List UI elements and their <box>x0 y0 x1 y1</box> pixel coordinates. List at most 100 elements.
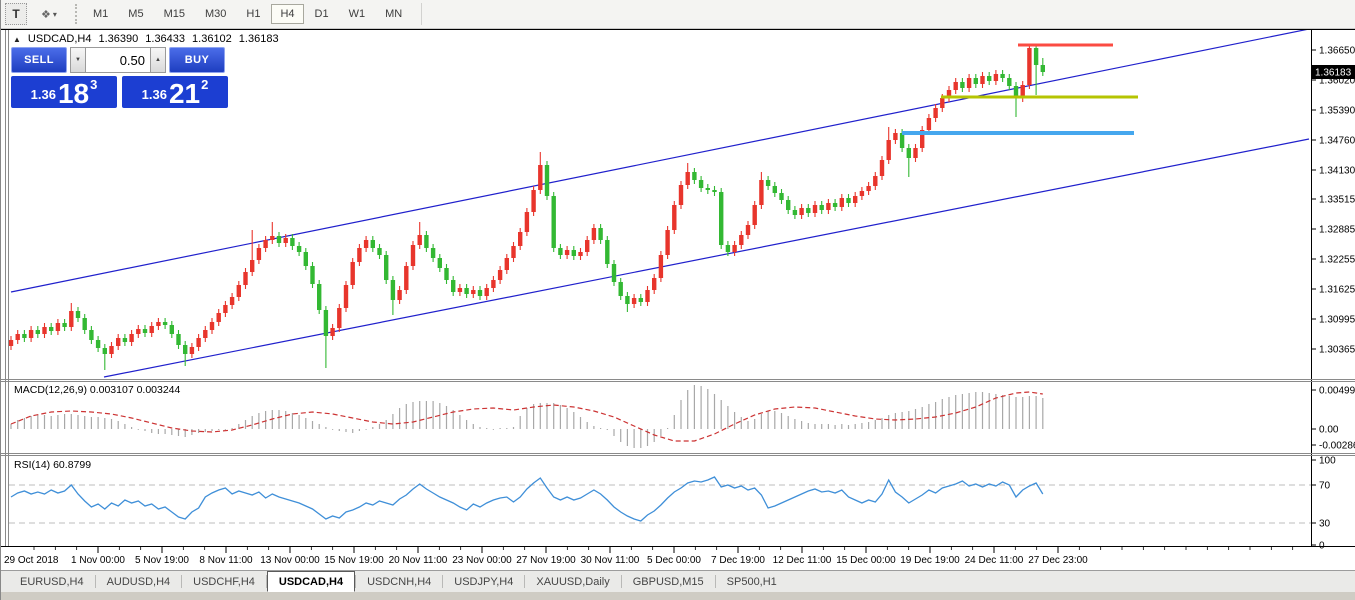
macd-signal-line <box>10 391 1043 442</box>
svg-text:0: 0 <box>1319 541 1325 552</box>
tab-usdcnh-h4[interactable]: USDCNH,H4 <box>367 575 432 588</box>
svg-text:19 Dec 19:00: 19 Dec 19:00 <box>900 555 960 566</box>
svg-text:1.36650: 1.36650 <box>1319 46 1355 57</box>
status-strip <box>1 592 1355 600</box>
horizontal-object-lines[interactable] <box>902 43 1138 136</box>
svg-text:1.36183: 1.36183 <box>1315 68 1352 79</box>
ohlc-close: 1.36183 <box>238 33 279 45</box>
timeframe-button-mn[interactable]: MN <box>385 8 403 20</box>
sell-price-point: 3 <box>90 77 98 92</box>
svg-text:0.004999: 0.004999 <box>1319 386 1355 397</box>
svg-text:-0.002868: -0.002868 <box>1319 441 1355 452</box>
timeframe-button-w1[interactable]: W1 <box>348 8 366 20</box>
buy-button[interactable]: BUY <box>169 47 225 73</box>
sell-button[interactable]: SELL <box>11 47 67 73</box>
svg-text:1.30365: 1.30365 <box>1319 345 1355 356</box>
buy-price-prefix: 1.36 <box>141 87 167 102</box>
svg-text:20 Nov 11:00: 20 Nov 11:00 <box>389 555 448 566</box>
svg-text:5 Dec 00:00: 5 Dec 00:00 <box>647 555 701 566</box>
support-line-near <box>941 95 1138 99</box>
timeframe-toolbar: M1 M5 M15 M30 H1 H4 D1 W1 MN <box>84 4 411 24</box>
rsi-plot-area[interactable] <box>9 456 1311 545</box>
candles-layer <box>9 44 1045 370</box>
objects-icon: ❖ <box>41 8 51 21</box>
svg-text:100: 100 <box>1319 456 1336 467</box>
tab-usdchf-h4[interactable]: USDCHF,H4 <box>193 575 255 588</box>
collapse-trade-panel-icon[interactable]: ▲ <box>13 34 21 44</box>
channel-upper <box>10 30 1308 293</box>
ohlc-high: 1.36433 <box>145 33 186 45</box>
chart-tab-bar: EURUSD,H4 AUDUSD,H4 USDCHF,H4 USDCAD,H4 USDC… <box>1 570 1355 592</box>
resistance-line <box>1018 43 1113 47</box>
volume-increase-button[interactable]: ▲ <box>150 47 166 73</box>
tab-xauusd-daily[interactable]: XAUUSD,Daily <box>536 575 610 588</box>
svg-text:7 Dec 19:00: 7 Dec 19:00 <box>711 555 765 566</box>
buy-price-pips: 21 <box>168 78 201 110</box>
indicator-axes: 0.004999 0.00 -0.002868 100 70 30 0 <box>1311 386 1355 552</box>
tab-usdcad-h4[interactable]: USDCAD,H4 <box>266 571 356 592</box>
timeframe-button-m30[interactable]: M30 <box>204 8 227 20</box>
objects-dropdown-button[interactable]: ❖ ▾ <box>31 3 67 25</box>
volume-input[interactable]: 0.50 <box>86 47 150 73</box>
svg-text:1 Nov 00:00: 1 Nov 00:00 <box>71 555 125 566</box>
svg-text:15 Dec 00:00: 15 Dec 00:00 <box>836 555 896 566</box>
chevron-down-icon: ▾ <box>52 9 57 19</box>
price-axis[interactable]: 1.36650 1.36020 1.35390 1.34760 1.34130 1.335… <box>1311 46 1355 356</box>
tab-usdjpy-h4[interactable]: USDJPY,H4 <box>454 575 514 588</box>
tab-divider <box>714 575 716 588</box>
svg-text:0.00: 0.00 <box>1319 425 1339 436</box>
macd-indicator-label: MACD(12,26,9) 0.003107 0.003244 <box>14 384 181 396</box>
tab-divider <box>181 575 183 588</box>
buy-price-display[interactable]: 1.36 21 2 <box>122 76 228 108</box>
rsi-indicator-label: RSI(14) 60.8799 <box>14 459 92 471</box>
svg-text:30: 30 <box>1319 519 1331 530</box>
tab-divider <box>442 575 444 588</box>
chart-frame <box>1 29 1355 547</box>
timeframe-button-h4[interactable]: H4 <box>271 4 304 24</box>
svg-text:70: 70 <box>1319 481 1331 492</box>
macd-plot-area[interactable] <box>9 382 1311 452</box>
svg-text:24 Dec 11:00: 24 Dec 11:00 <box>965 555 1024 566</box>
tab-divider <box>524 575 526 588</box>
one-click-trading-panel: SELL ▼ 0.50 ▲ BUY 1.36 18 3 1.36 21 2 <box>11 47 229 108</box>
toolbar-separator <box>421 3 423 25</box>
tab-eurusd-h4[interactable]: EURUSD,H4 <box>20 575 84 588</box>
timeframe-button-h1[interactable]: H1 <box>246 8 261 20</box>
tab-gbpusd-m15[interactable]: GBPUSD,M15 <box>632 575 704 588</box>
volume-decrease-button[interactable]: ▼ <box>70 47 86 73</box>
rsi-line <box>10 476 1044 522</box>
timeframe-button-m1[interactable]: M1 <box>93 8 109 20</box>
svg-text:23 Nov 00:00: 23 Nov 00:00 <box>452 555 512 566</box>
support-line-far <box>902 131 1134 135</box>
timeframe-button-d1[interactable]: D1 <box>314 8 329 20</box>
svg-text:30 Nov 11:00: 30 Nov 11:00 <box>581 555 640 566</box>
trend-channel-lines[interactable] <box>10 29 1310 378</box>
svg-text:1.35390: 1.35390 <box>1319 106 1355 117</box>
svg-text:1.32885: 1.32885 <box>1319 225 1355 236</box>
chart-tab-list: EURUSD,H4 AUDUSD,H4 USDCHF,H4 USDCAD,H4 USDC… <box>9 571 788 592</box>
svg-text:1.33515: 1.33515 <box>1319 195 1355 206</box>
chart-title: ▲ USDCAD,H4 1.36390 1.36433 1.36102 1.36… <box>13 33 279 45</box>
svg-text:27 Nov 19:00: 27 Nov 19:00 <box>516 555 576 566</box>
tab-audusd-h4[interactable]: AUDUSD,H4 <box>106 575 171 588</box>
tab-divider <box>620 575 622 588</box>
tab-sp500-h1[interactable]: SP500,H1 <box>726 575 777 588</box>
svg-text:15 Nov 19:00: 15 Nov 19:00 <box>324 555 384 566</box>
svg-text:1.32255: 1.32255 <box>1319 255 1355 266</box>
chart-symbol-period: USDCAD,H4 <box>27 33 92 45</box>
svg-text:1.34130: 1.34130 <box>1319 166 1355 177</box>
sell-price-prefix: 1.36 <box>30 87 56 102</box>
svg-text:1.31625: 1.31625 <box>1319 285 1355 296</box>
text-tool-button[interactable]: T <box>5 3 27 25</box>
svg-text:1.30995: 1.30995 <box>1319 315 1355 326</box>
timeframe-button-m15[interactable]: M15 <box>163 8 185 20</box>
timeframe-button-m5[interactable]: M5 <box>128 8 144 20</box>
time-axis[interactable]: 1 Nov 00:00 5 Nov 19:00 8 Nov 11:00 13 Nov … <box>4 547 1294 566</box>
top-toolbar: T ❖ ▾ M1 M5 M15 M30 H1 H4 D1 W1 MN <box>1 0 1355 29</box>
tab-divider <box>94 575 96 588</box>
buy-price-point: 2 <box>201 77 209 92</box>
sell-price-pips: 18 <box>57 78 90 110</box>
current-price-badge: 1.36183 <box>1312 65 1355 79</box>
sell-price-display[interactable]: 1.36 18 3 <box>11 76 117 108</box>
